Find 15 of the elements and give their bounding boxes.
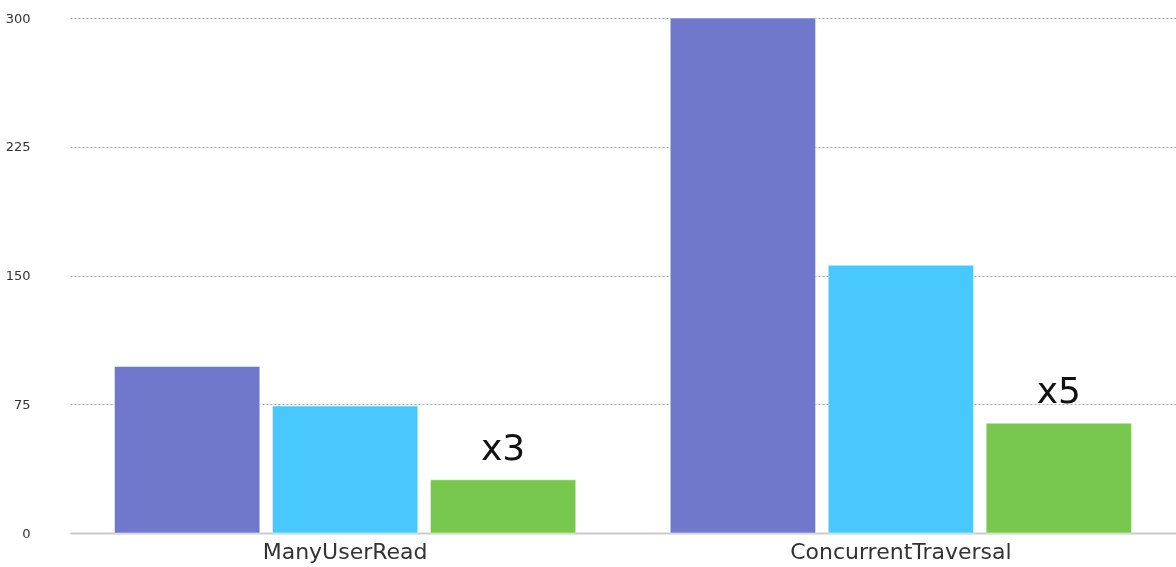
bar bbox=[114, 366, 261, 534]
y-tick-label: 0 bbox=[22, 525, 31, 541]
annotation: x5 bbox=[1036, 370, 1081, 412]
y-tick-label: 300 bbox=[5, 10, 31, 26]
bar bbox=[669, 17, 816, 534]
y-tick-label: 75 bbox=[13, 396, 31, 412]
bar bbox=[430, 479, 577, 534]
bar bbox=[827, 264, 974, 534]
annotation: x3 bbox=[480, 426, 526, 468]
y-tick-label: 225 bbox=[5, 139, 31, 155]
x-tick-label: ConcurrentTraversal bbox=[790, 538, 1012, 564]
bar bbox=[272, 405, 419, 534]
bar bbox=[985, 422, 1132, 534]
x-tick-label: ManyUserRead bbox=[262, 538, 428, 564]
y-tick-label: 150 bbox=[5, 268, 31, 283]
